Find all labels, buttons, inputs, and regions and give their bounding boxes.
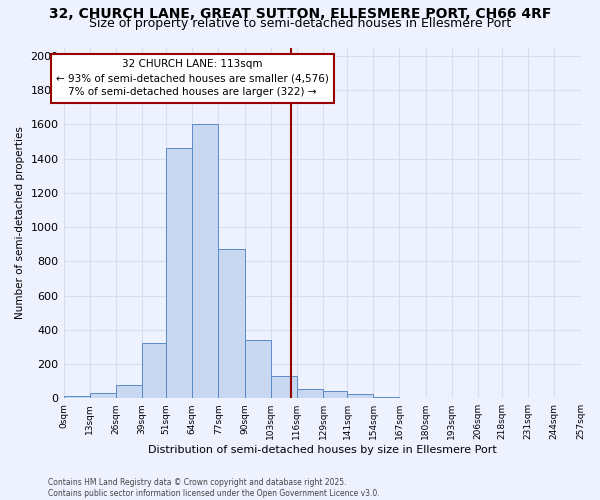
Bar: [218, 248, 245, 398]
X-axis label: Distribution of semi-detached houses by size in Ellesmere Port: Distribution of semi-detached houses by …: [148, 445, 496, 455]
Text: Size of property relative to semi-detached houses in Ellesmere Port: Size of property relative to semi-detach…: [89, 18, 511, 30]
Bar: [142, 344, 166, 398]
Text: 32 CHURCH LANE: 113sqm
← 93% of semi-detached houses are smaller (4,576)
7% of s: 32 CHURCH LANE: 113sqm ← 93% of semi-det…: [56, 60, 329, 98]
Bar: [245, 340, 271, 398]
Y-axis label: Number of semi-detached properties: Number of semi-detached properties: [15, 126, 25, 320]
Bar: [166, 148, 192, 398]
Bar: [347, 394, 373, 398]
Bar: [192, 124, 218, 398]
Text: 32, CHURCH LANE, GREAT SUTTON, ELLESMERE PORT, CH66 4RF: 32, CHURCH LANE, GREAT SUTTON, ELLESMERE…: [49, 8, 551, 22]
Bar: [271, 376, 297, 398]
Text: Contains HM Land Registry data © Crown copyright and database right 2025.
Contai: Contains HM Land Registry data © Crown c…: [48, 478, 380, 498]
Bar: [297, 389, 323, 398]
Bar: [323, 392, 347, 398]
Bar: [64, 396, 89, 398]
Bar: [89, 393, 116, 398]
Bar: [116, 386, 142, 398]
